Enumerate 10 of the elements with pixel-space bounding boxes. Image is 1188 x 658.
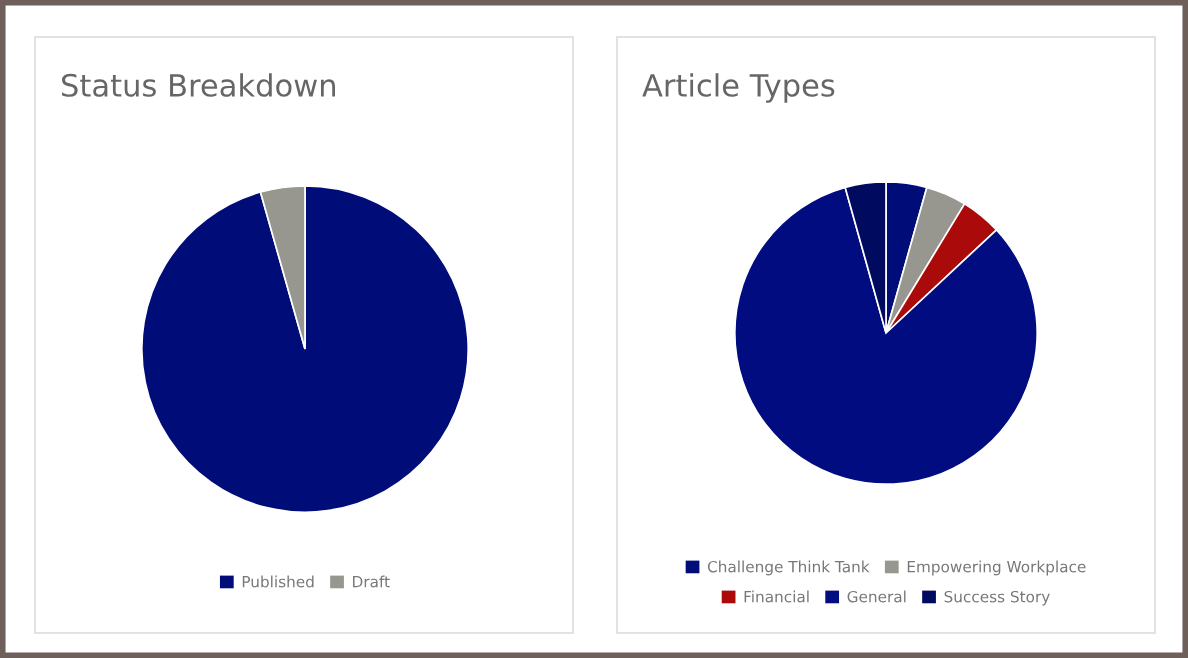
chart-title: Status Breakdown: [62, 73, 335, 97]
legend-label: General: [847, 590, 906, 603]
pie-slice: [140, 184, 470, 514]
legend-label: Draft: [353, 575, 390, 588]
legend-label: Published: [242, 575, 314, 588]
legend-label: Empowering Workplace: [907, 560, 1086, 576]
chart-title: Article Types: [642, 73, 835, 103]
legend-label: Challenge Think Tank: [707, 560, 870, 576]
legend-label: Success Story: [944, 590, 1050, 606]
legend-label: Financial: [744, 590, 809, 603]
